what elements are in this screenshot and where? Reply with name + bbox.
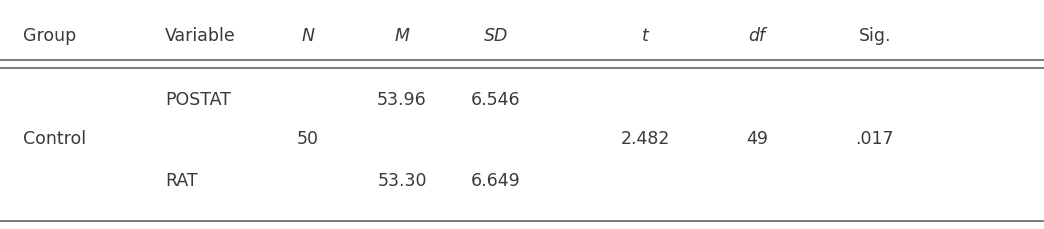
- Text: Variable: Variable: [165, 27, 236, 44]
- Text: 49: 49: [745, 130, 768, 147]
- Text: 53.30: 53.30: [377, 171, 427, 189]
- Text: Sig.: Sig.: [858, 27, 892, 44]
- Text: M: M: [395, 27, 409, 44]
- Text: 6.649: 6.649: [471, 171, 521, 189]
- Text: Group: Group: [23, 27, 76, 44]
- Text: t: t: [642, 27, 648, 44]
- Text: SD: SD: [483, 27, 508, 44]
- Text: POSTAT: POSTAT: [165, 91, 231, 109]
- Text: 53.96: 53.96: [377, 91, 427, 109]
- Text: N: N: [302, 27, 314, 44]
- Text: 2.482: 2.482: [620, 130, 670, 147]
- Text: df: df: [749, 27, 765, 44]
- Text: .017: .017: [856, 130, 894, 147]
- Text: 50: 50: [296, 130, 319, 147]
- Text: RAT: RAT: [165, 171, 197, 189]
- Text: 6.546: 6.546: [471, 91, 521, 109]
- Text: Control: Control: [23, 130, 86, 147]
